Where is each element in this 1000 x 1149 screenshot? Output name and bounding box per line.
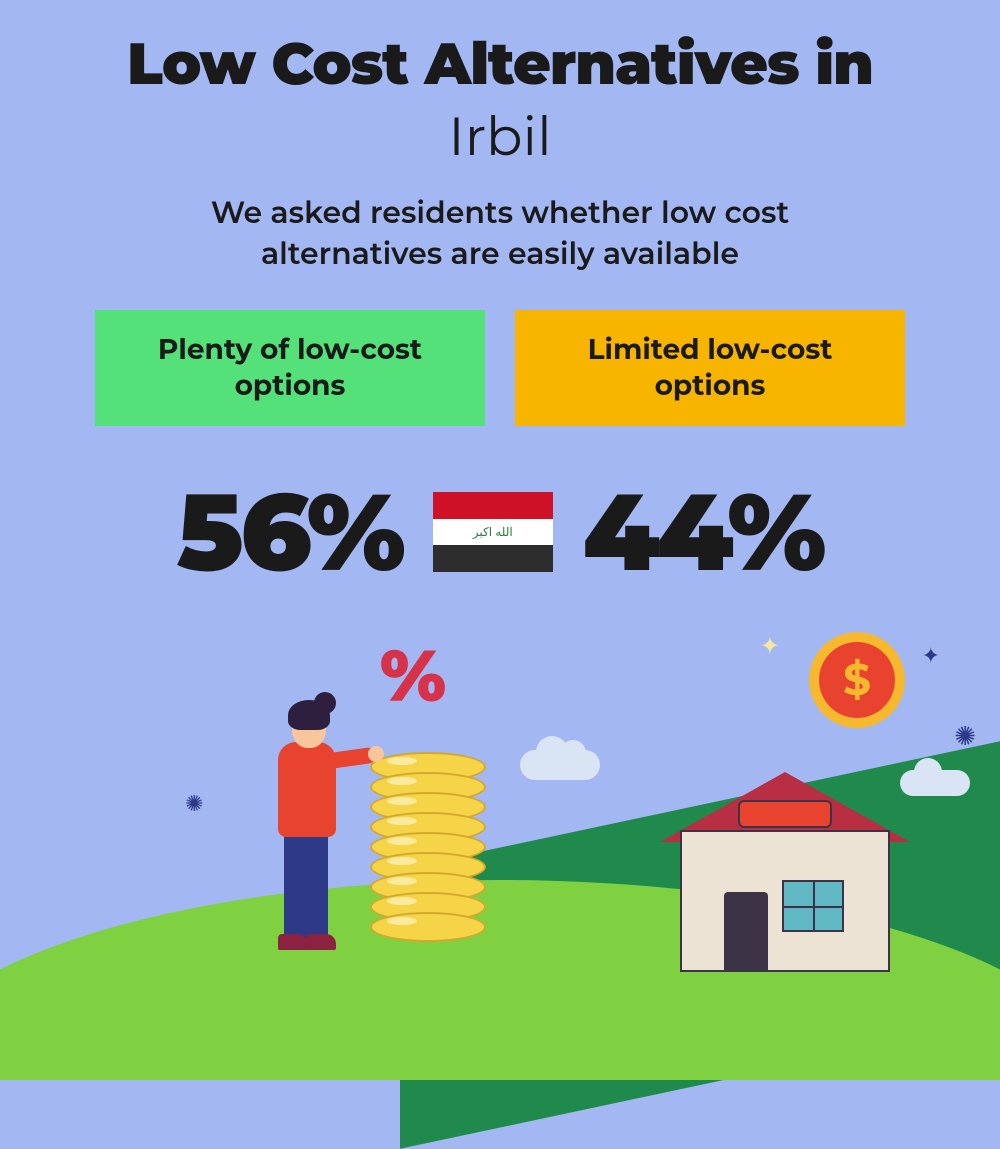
illustration: ✦ ✦ ✺ ✺ $ % — [0, 620, 1000, 1000]
person-bun — [314, 692, 336, 714]
person-shoe — [306, 934, 336, 950]
flag-stripe-white: الله اكبر — [433, 519, 553, 546]
sparkle-icon: ✺ — [185, 790, 203, 817]
flag-stripe-black — [433, 545, 553, 572]
option-limited: Limited low-cost options — [515, 310, 905, 426]
house-door — [724, 892, 768, 970]
cloud-icon — [520, 750, 600, 780]
house-icon — [660, 772, 910, 972]
house-slot — [738, 800, 832, 828]
stat-right: 44% — [583, 466, 824, 598]
flag-stripe-red — [433, 492, 553, 519]
coin-stack-icon — [370, 762, 486, 942]
person-shoe — [278, 934, 308, 950]
title-line-2: Irbil — [0, 99, 1000, 169]
person-icon — [238, 690, 348, 950]
stat-left: 56% — [177, 466, 403, 598]
house-body — [680, 830, 890, 972]
percent-icon: % — [380, 632, 446, 720]
title-line-1: Low Cost Alternatives in — [0, 0, 1000, 99]
subtitle: We asked residents whether low cost alte… — [0, 169, 1000, 274]
person-hand — [368, 746, 384, 762]
iraq-flag-icon: الله اكبر — [433, 492, 553, 572]
sparkle-icon: ✦ — [922, 642, 940, 669]
dollar-symbol: $ — [819, 642, 895, 718]
cloud-icon — [900, 770, 970, 796]
option-plenty: Plenty of low-cost options — [95, 310, 485, 426]
sparkle-icon: ✺ — [954, 720, 976, 752]
person-legs — [284, 830, 328, 940]
stats-row: 56% الله اكبر 44% — [0, 466, 1000, 598]
dollar-coin-icon: $ — [809, 632, 905, 728]
options-row: Plenty of low-cost options Limited low-c… — [0, 310, 1000, 426]
star-icon: ✦ — [760, 632, 780, 661]
coin — [370, 912, 486, 942]
house-window — [782, 880, 844, 932]
